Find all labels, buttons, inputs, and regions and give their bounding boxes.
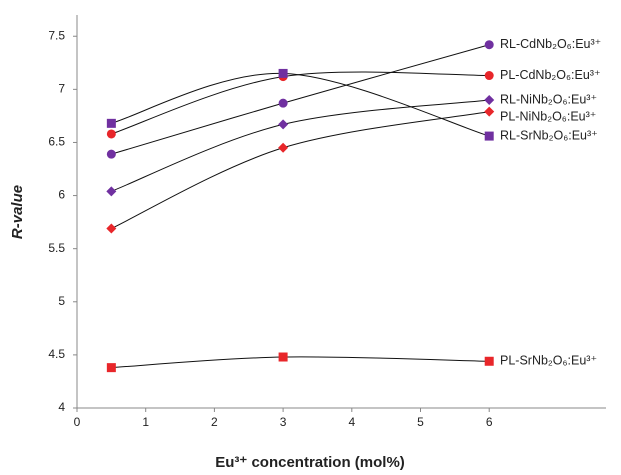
legend-label: RL-CdNb₂O₆:Eu³⁺ [500, 37, 601, 51]
marker [106, 186, 117, 197]
legend-label: PL-CdNb₂O₆:Eu³⁺ [500, 68, 601, 82]
y-tick-label: 5.5 [48, 241, 65, 255]
x-tick-label: 2 [211, 415, 218, 429]
series-line [111, 71, 490, 135]
x-tick-label: 1 [142, 415, 149, 429]
legend-label: RL-NiNb₂O₆:Eu³⁺ [500, 92, 597, 106]
marker [484, 356, 494, 366]
marker [106, 129, 116, 139]
y-tick-label: 4 [58, 400, 65, 414]
y-tick-label: 7.5 [48, 28, 65, 42]
legend-label: PL-SrNb₂O₆:Eu³⁺ [500, 354, 597, 368]
marker [106, 363, 116, 373]
series-line [111, 99, 490, 192]
marker [278, 142, 289, 153]
marker [484, 106, 495, 117]
series-line [111, 111, 490, 229]
x-tick-label: 3 [280, 415, 287, 429]
x-tick-label: 6 [486, 415, 493, 429]
y-tick-label: 4.5 [48, 347, 65, 361]
x-tick-label: 4 [348, 415, 355, 429]
x-axis-label: Eu³⁺ concentration (mol%) [215, 454, 405, 471]
marker [106, 118, 116, 128]
x-tick-label: 5 [417, 415, 424, 429]
marker [484, 40, 494, 50]
marker [484, 71, 494, 81]
y-tick-label: 6 [58, 188, 65, 202]
x-tick-label: 0 [74, 415, 81, 429]
y-tick-label: 7 [58, 82, 65, 96]
series-line [111, 44, 490, 155]
marker [278, 352, 288, 362]
y-axis-label: R-value [9, 185, 26, 239]
marker [278, 98, 288, 108]
marker [484, 131, 494, 141]
y-tick-label: 6.5 [48, 135, 65, 149]
legend-label: RL-SrNb₂O₆:Eu³⁺ [500, 128, 598, 142]
marker [278, 119, 289, 130]
y-tick-label: 5 [58, 294, 65, 308]
legend-label: PL-NiNb₂O₆:Eu³⁺ [500, 109, 596, 123]
marker [106, 223, 117, 234]
marker [278, 68, 288, 78]
marker [484, 94, 495, 105]
series-line [111, 356, 490, 369]
marker [106, 149, 116, 159]
